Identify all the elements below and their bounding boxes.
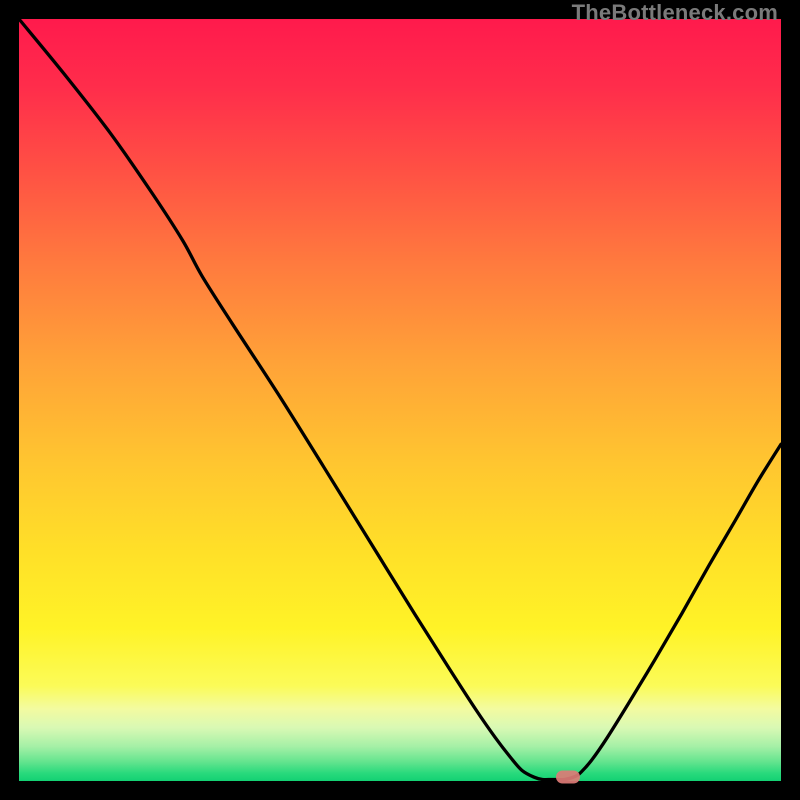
optimum-marker	[556, 771, 580, 784]
bottleneck-curve	[19, 19, 781, 780]
plot-area	[19, 19, 781, 781]
watermark-text: TheBottleneck.com	[572, 0, 778, 26]
chart-stage: TheBottleneck.com	[0, 0, 800, 800]
curve-layer	[19, 19, 781, 781]
